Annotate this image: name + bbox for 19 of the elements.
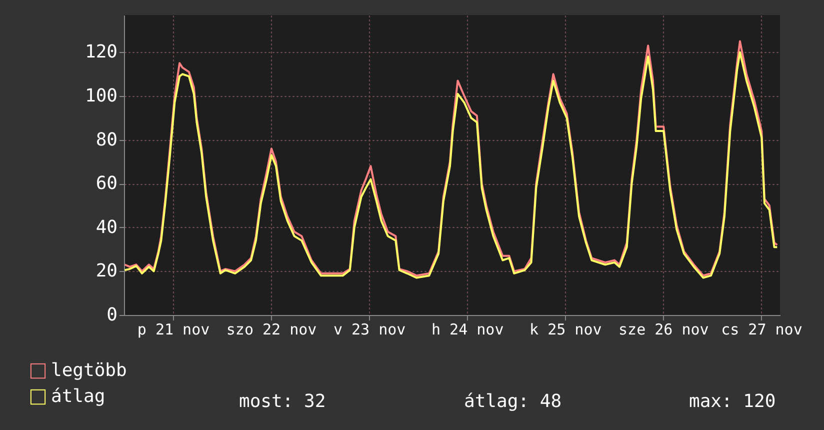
x-tick-label: k 25 nov [530, 320, 602, 338]
y-tick-label: 100 [84, 86, 118, 107]
y-tick-label: 0 [106, 304, 118, 326]
y-tick-label: 80 [96, 129, 118, 150]
legend-label: átlag [51, 386, 106, 407]
x-tick-label: h 24 nov [431, 320, 504, 338]
y-tick-label: 120 [84, 42, 118, 63]
y-tick-label: 20 [96, 260, 118, 282]
y-tick-label: 60 [96, 173, 118, 194]
text: max: 120 [689, 391, 776, 412]
y-tick-label: 40 [96, 216, 118, 238]
x-tick-label: v 23 nov [333, 320, 406, 338]
x-tick-label: p 21 nov [137, 320, 210, 338]
text: most: 32 [239, 391, 326, 412]
x-tick-label: cs 27 nov [721, 320, 802, 338]
text: átlag: 48 [464, 391, 562, 412]
legend-label: legtöbb [51, 360, 127, 381]
x-tick-label: szo 22 nov [226, 320, 317, 338]
x-tick-label: sze 26 nov [618, 320, 709, 338]
